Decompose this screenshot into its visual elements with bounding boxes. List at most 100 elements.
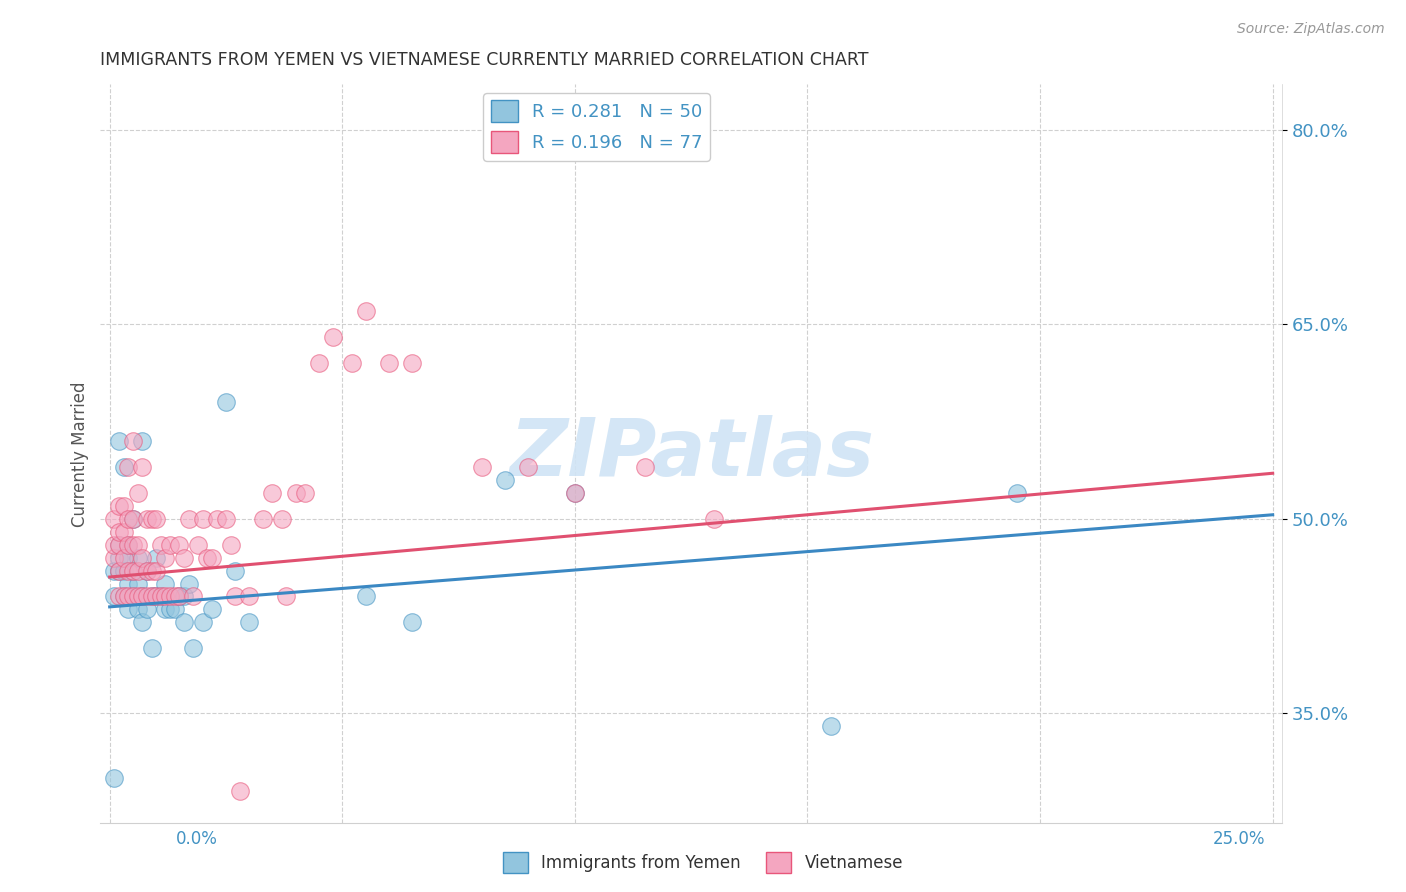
Point [131, 459, 153, 474]
Point [135, 511, 157, 525]
Point [322, 330, 344, 344]
Point [354, 590, 377, 604]
Point [145, 550, 167, 565]
Point [117, 550, 139, 565]
Point [127, 538, 149, 552]
Point [187, 538, 209, 552]
Point [141, 564, 163, 578]
Point [201, 550, 224, 565]
Point [564, 485, 586, 500]
Point [215, 395, 238, 409]
Point [177, 511, 200, 525]
Point [354, 304, 377, 318]
Point [103, 771, 125, 785]
Point [401, 356, 423, 370]
Text: IMMIGRANTS FROM YEMEN VS VIETNAMESE CURRENTLY MARRIED CORRELATION CHART: IMMIGRANTS FROM YEMEN VS VIETNAMESE CURR… [100, 51, 869, 69]
Point [401, 615, 423, 630]
Point [149, 590, 172, 604]
Point [633, 459, 655, 474]
Point [135, 564, 157, 578]
Point [703, 511, 725, 525]
Point [131, 615, 153, 630]
Point [117, 511, 139, 525]
Point [1005, 485, 1028, 500]
Point [155, 576, 177, 591]
Point [108, 538, 131, 552]
Y-axis label: Currently Married: Currently Married [72, 381, 89, 526]
Legend: Immigrants from Yemen, Vietnamese: Immigrants from Yemen, Vietnamese [496, 846, 910, 880]
Point [252, 511, 274, 525]
Point [117, 564, 139, 578]
Point [131, 590, 153, 604]
Point [135, 564, 157, 578]
Point [471, 459, 494, 474]
Point [117, 538, 139, 552]
Point [103, 511, 125, 525]
Point [155, 602, 177, 616]
Point [141, 590, 163, 604]
Point [108, 550, 131, 565]
Point [340, 356, 363, 370]
Point [141, 511, 163, 525]
Point [112, 524, 135, 539]
Point [262, 485, 284, 500]
Point [103, 550, 125, 565]
Point [173, 590, 195, 604]
Point [215, 511, 238, 525]
Point [191, 511, 214, 525]
Point [294, 485, 316, 500]
Point [201, 602, 224, 616]
Point [131, 590, 153, 604]
Point [108, 524, 131, 539]
Point [191, 615, 214, 630]
Point [183, 590, 205, 604]
Point [112, 459, 135, 474]
Point [229, 784, 252, 798]
Point [145, 564, 167, 578]
Point [112, 590, 135, 604]
Point [270, 511, 292, 525]
Point [149, 538, 172, 552]
Point [108, 564, 131, 578]
Point [127, 576, 149, 591]
Point [308, 356, 330, 370]
Point [169, 590, 191, 604]
Point [127, 602, 149, 616]
Point [224, 590, 246, 604]
Point [173, 550, 195, 565]
Point [122, 511, 145, 525]
Point [238, 590, 260, 604]
Point [517, 459, 540, 474]
Point [127, 590, 149, 604]
Point [141, 590, 163, 604]
Point [117, 576, 139, 591]
Point [163, 590, 186, 604]
Text: 25.0%: 25.0% [1213, 830, 1265, 847]
Point [159, 602, 181, 616]
Point [117, 590, 139, 604]
Point [177, 576, 200, 591]
Point [149, 590, 172, 604]
Point [159, 590, 181, 604]
Point [122, 590, 145, 604]
Point [108, 434, 131, 448]
Point [127, 564, 149, 578]
Text: ZIPatlas: ZIPatlas [509, 415, 873, 492]
Point [284, 485, 307, 500]
Text: 0.0%: 0.0% [176, 830, 218, 847]
Point [378, 356, 401, 370]
Point [122, 590, 145, 604]
Point [205, 511, 228, 525]
Point [103, 538, 125, 552]
Point [169, 538, 191, 552]
Point [224, 564, 246, 578]
Point [122, 538, 145, 552]
Point [112, 550, 135, 565]
Point [112, 590, 135, 604]
Point [183, 641, 205, 656]
Point [112, 564, 135, 578]
Point [127, 550, 149, 565]
Point [238, 615, 260, 630]
Point [117, 602, 139, 616]
Point [145, 590, 167, 604]
